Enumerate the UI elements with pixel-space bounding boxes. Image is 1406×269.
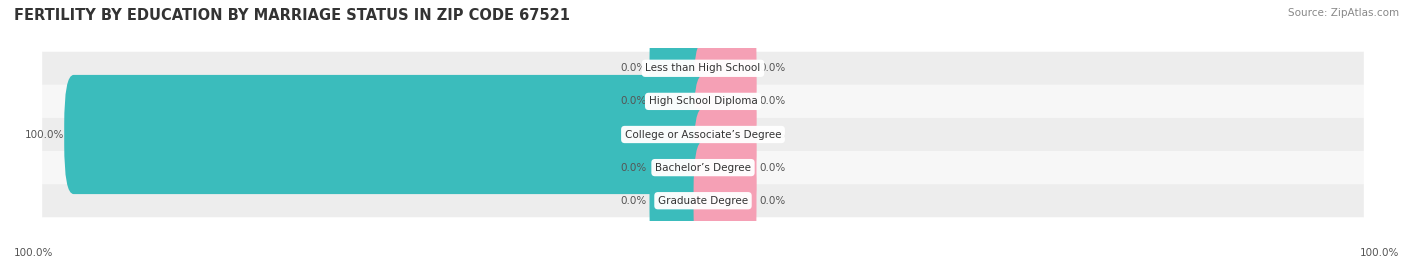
FancyBboxPatch shape [693,42,756,161]
FancyBboxPatch shape [693,108,756,227]
Text: 0.0%: 0.0% [759,63,786,73]
Text: 0.0%: 0.0% [759,129,786,140]
Text: 0.0%: 0.0% [620,162,647,173]
Text: High School Diploma: High School Diploma [648,96,758,107]
FancyBboxPatch shape [650,9,713,128]
Text: Less than High School: Less than High School [645,63,761,73]
FancyBboxPatch shape [650,141,713,260]
Text: 100.0%: 100.0% [25,129,65,140]
Text: 0.0%: 0.0% [620,196,647,206]
FancyBboxPatch shape [42,118,1364,151]
FancyBboxPatch shape [650,42,713,161]
FancyBboxPatch shape [42,52,1364,85]
Text: 0.0%: 0.0% [759,96,786,107]
Text: Graduate Degree: Graduate Degree [658,196,748,206]
Text: 0.0%: 0.0% [759,196,786,206]
Text: 100.0%: 100.0% [14,248,53,258]
FancyBboxPatch shape [42,151,1364,184]
Text: Bachelor’s Degree: Bachelor’s Degree [655,162,751,173]
Text: Source: ZipAtlas.com: Source: ZipAtlas.com [1288,8,1399,18]
Text: 0.0%: 0.0% [620,96,647,107]
FancyBboxPatch shape [42,184,1364,217]
FancyBboxPatch shape [693,75,756,194]
FancyBboxPatch shape [65,75,713,194]
FancyBboxPatch shape [693,9,756,128]
Text: FERTILITY BY EDUCATION BY MARRIAGE STATUS IN ZIP CODE 67521: FERTILITY BY EDUCATION BY MARRIAGE STATU… [14,8,569,23]
Text: College or Associate’s Degree: College or Associate’s Degree [624,129,782,140]
Text: 0.0%: 0.0% [759,162,786,173]
FancyBboxPatch shape [693,141,756,260]
FancyBboxPatch shape [650,108,713,227]
FancyBboxPatch shape [42,85,1364,118]
Text: 0.0%: 0.0% [620,63,647,73]
Text: 100.0%: 100.0% [1360,248,1399,258]
